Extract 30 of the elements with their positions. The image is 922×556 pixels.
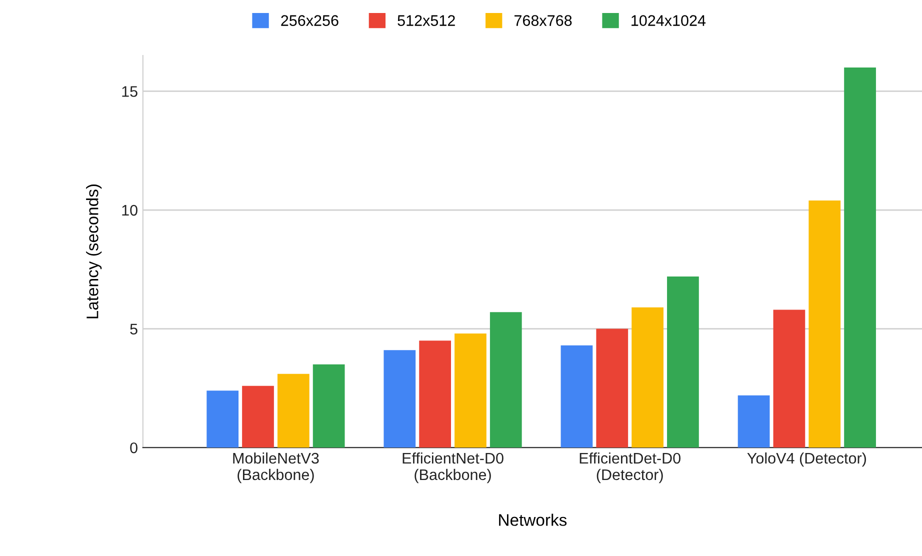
bar — [667, 276, 699, 448]
bar — [808, 200, 841, 448]
bar — [312, 364, 345, 448]
bar — [384, 350, 416, 448]
legend-label: 1024x1024 — [632, 15, 706, 26]
bar — [419, 340, 452, 448]
bar — [773, 310, 806, 448]
x-tick-label: MobileNetV3 (Backbone) — [233, 452, 319, 484]
legend-label: 512x512 — [398, 15, 455, 26]
bar — [277, 374, 310, 448]
x-axis-title: Networks — [499, 514, 567, 526]
x-tick-label: EfficientNet-D0 (Backbone) — [402, 452, 504, 484]
y-tick-label: 0 — [130, 442, 138, 454]
legend-label: 256x256 — [281, 15, 338, 26]
y-axis-title: Latency (seconds) — [86, 184, 102, 318]
y-tick-label: 5 — [130, 324, 138, 334]
bar — [454, 334, 486, 448]
bar — [738, 395, 770, 448]
y-tick-label: 10 — [122, 204, 138, 216]
y-tick-label: 15 — [122, 86, 138, 97]
bar — [596, 328, 628, 448]
bar — [242, 386, 274, 448]
bar — [844, 67, 876, 448]
bar — [632, 307, 664, 448]
x-tick-label: EfficientDet-D0 (Detector) — [580, 452, 680, 484]
legend-label: 768x768 — [514, 15, 572, 26]
bar — [560, 345, 593, 448]
x-tick-label: YoloV4 (Detector) — [747, 452, 866, 467]
bar — [206, 390, 239, 448]
bar — [490, 312, 522, 448]
